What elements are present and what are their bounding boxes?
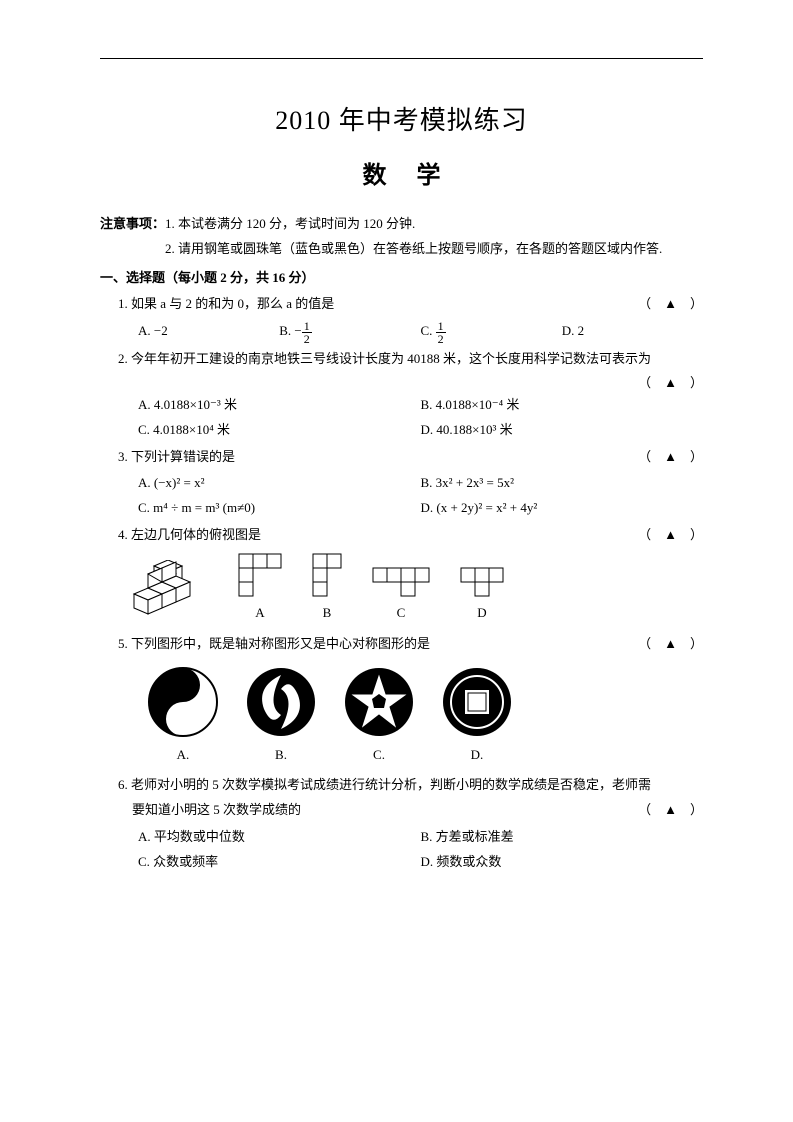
q2-mark-row: （ ▲ ） <box>118 371 703 391</box>
grid-c-icon <box>372 567 430 597</box>
q4-solid <box>128 560 208 626</box>
note-1: 1. 本试卷满分 120 分，考试时间为 120 分钟. <box>165 216 415 231</box>
q1-b-prefix: B. − <box>279 323 302 338</box>
question-5: 5. 下列图形中，既是轴对称图形又是中心对称图形的是 （ ▲ ） A. B. <box>118 632 703 767</box>
section-1-heading: 一、选择题（每小题 2 分，共 16 分） <box>100 267 703 286</box>
q5-label-b: B. <box>246 743 316 768</box>
yinyang-icon <box>148 667 218 737</box>
q6-opt-b: B. 方差或标准差 <box>421 825 704 850</box>
q5-opt-b: B. <box>246 667 316 768</box>
question-4: 4. 左边几何体的俯视图是 （ ▲ ） <box>118 523 703 626</box>
q3-stem: 3. 下列计算错误的是 （ ▲ ） <box>118 445 703 470</box>
q2-stem: 2. 今年年初开工建设的南京地铁三号线设计长度为 40188 米，这个长度用科学… <box>118 347 703 372</box>
q6-stem-1: 6. 老师对小明的 5 次数学模拟考试成绩进行统计分析，判断小明的数学成绩是否稳… <box>118 773 703 798</box>
q2-stem-text: 2. 今年年初开工建设的南京地铁三号线设计长度为 40188 米，这个长度用科学… <box>118 351 651 366</box>
q4-label-d: D <box>460 601 504 626</box>
notes-label: 注意事项： <box>100 216 165 231</box>
answer-blank: （ ▲ ） <box>638 292 703 317</box>
q4-label-b: B <box>312 601 342 626</box>
q1-opt-c: C. 12 <box>421 319 562 345</box>
answer-blank: （ ▲ ） <box>638 371 703 396</box>
q2-opt-d: D. 40.188×10³ 米 <box>421 418 704 443</box>
q4-opt-d: D <box>460 567 504 626</box>
q1-opt-b: B. −12 <box>279 319 420 345</box>
note-2: 2. 请用钢笔或圆珠笔（蓝色或黑色）在答卷纸上按题号顺序，在各题的答题区域内作答… <box>165 241 662 256</box>
q3-opt-d: D. (x + 2y)² = x² + 4y² <box>421 496 704 521</box>
q5-label-d: D. <box>442 743 512 768</box>
q4-label-c: C <box>372 601 430 626</box>
q1-stem-text: 1. 如果 a 与 2 的和为 0，那么 a 的值是 <box>118 296 334 311</box>
answer-blank: （ ▲ ） <box>638 798 703 823</box>
q5-stem: 5. 下列图形中，既是轴对称图形又是中心对称图形的是 （ ▲ ） <box>118 632 703 657</box>
notes-block: 注意事项：1. 本试卷满分 120 分，考试时间为 120 分钟. 注意事项：2… <box>100 212 703 261</box>
q2-options: A. 4.0188×10⁻³ 米 B. 4.0188×10⁻⁴ 米 C. 4.0… <box>138 393 703 442</box>
q6-stem-text-2: 要知道小明这 5 次数学成绩的 <box>132 802 301 817</box>
grid-d-icon <box>460 567 504 597</box>
grid-b-icon <box>312 553 342 597</box>
star-circle-icon <box>344 667 414 737</box>
page-title: 2010 年中考模拟练习 <box>100 100 703 137</box>
answer-blank: （ ▲ ） <box>638 632 703 657</box>
answer-blank: （ ▲ ） <box>638 445 703 470</box>
q3-opt-b: B. 3x² + 2x³ = 5x² <box>421 471 704 496</box>
q4-stem-text: 4. 左边几何体的俯视图是 <box>118 527 261 542</box>
question-6: 6. 老师对小明的 5 次数学模拟考试成绩进行统计分析，判断小明的数学成绩是否稳… <box>118 773 703 874</box>
fraction-icon: 12 <box>302 320 312 345</box>
q2-opt-c: C. 4.0188×10⁴ 米 <box>138 418 421 443</box>
q1-options: A. −2 B. −12 C. 12 D. 2 <box>138 319 703 345</box>
swirl-icon <box>246 667 316 737</box>
q3-opt-c: C. m⁴ ÷ m = m³ (m≠0) <box>138 496 421 521</box>
q6-opt-a: A. 平均数或中位数 <box>138 825 421 850</box>
q5-opt-c: C. <box>344 667 414 768</box>
subject-heading: 数学 <box>100 155 703 190</box>
page-rule <box>100 58 703 59</box>
q6-stem-2: 要知道小明这 5 次数学成绩的 （ ▲ ） <box>118 798 703 823</box>
answer-blank: （ ▲ ） <box>638 523 703 548</box>
q1-c-prefix: C. <box>421 323 436 338</box>
grid-a-icon <box>238 553 282 597</box>
coin-icon <box>442 667 512 737</box>
q2-opt-a: A. 4.0188×10⁻³ 米 <box>138 393 421 418</box>
q3-stem-text: 3. 下列计算错误的是 <box>118 449 235 464</box>
q5-label-a: A. <box>148 743 218 768</box>
question-2: 2. 今年年初开工建设的南京地铁三号线设计长度为 40188 米，这个长度用科学… <box>118 347 703 443</box>
question-1: 1. 如果 a 与 2 的和为 0，那么 a 的值是 （ ▲ ） A. −2 B… <box>118 292 703 344</box>
cube-stack-icon <box>128 560 208 626</box>
q6-opt-d: D. 频数或众数 <box>421 850 704 875</box>
question-3: 3. 下列计算错误的是 （ ▲ ） A. (−x)² = x² B. 3x² +… <box>118 445 703 521</box>
q4-stem: 4. 左边几何体的俯视图是 （ ▲ ） <box>118 523 703 548</box>
fraction-icon: 12 <box>436 320 446 345</box>
q6-options: A. 平均数或中位数 B. 方差或标准差 C. 众数或频率 D. 频数或众数 <box>138 825 703 874</box>
q5-label-c: C. <box>344 743 414 768</box>
q2-opt-b: B. 4.0188×10⁻⁴ 米 <box>421 393 704 418</box>
q5-opt-d: D. <box>442 667 512 768</box>
q6-stem-text-1: 6. 老师对小明的 5 次数学模拟考试成绩进行统计分析，判断小明的数学成绩是否稳… <box>118 777 651 792</box>
q4-opt-c: C <box>372 567 430 626</box>
q3-opt-a: A. (−x)² = x² <box>138 471 421 496</box>
q5-figures: A. B. C. <box>148 667 703 768</box>
q5-opt-a: A. <box>148 667 218 768</box>
q1-opt-a: A. −2 <box>138 319 279 345</box>
q1-stem: 1. 如果 a 与 2 的和为 0，那么 a 的值是 （ ▲ ） <box>118 292 703 317</box>
q1-opt-d: D. 2 <box>562 319 703 345</box>
q3-options: A. (−x)² = x² B. 3x² + 2x³ = 5x² C. m⁴ ÷… <box>138 471 703 520</box>
q4-figures: A B C <box>128 553 703 626</box>
q6-opt-c: C. 众数或频率 <box>138 850 421 875</box>
q4-opt-a: A <box>238 553 282 626</box>
q5-stem-text: 5. 下列图形中，既是轴对称图形又是中心对称图形的是 <box>118 636 430 651</box>
q4-label-a: A <box>238 601 282 626</box>
q4-opt-b: B <box>312 553 342 626</box>
